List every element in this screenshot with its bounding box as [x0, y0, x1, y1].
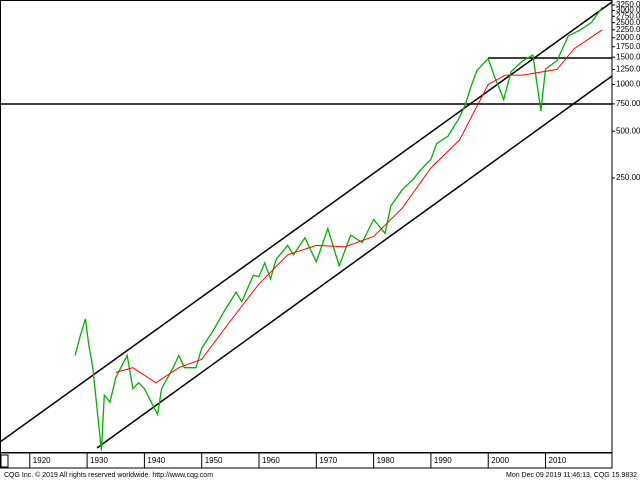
- y-tick-label: 1000.00: [616, 80, 640, 89]
- y-tick-label: 750.00: [616, 99, 640, 108]
- x-tick-label: 1950: [205, 456, 223, 465]
- y-tick-label: 2500.00: [616, 18, 640, 27]
- y-tick-label: 2000.00: [616, 33, 640, 42]
- footer-right: Mon Dec 09 2019 11:46:13, CQG 15.9832: [506, 472, 637, 479]
- x-tick-label: 1940: [147, 456, 165, 465]
- y-tick-label: 1500.00: [616, 52, 640, 61]
- y-tick-label: 500.00: [616, 126, 640, 135]
- x-tick-label: 1920: [33, 456, 51, 465]
- y-tick-label: 1250.00: [616, 65, 640, 74]
- x-tick-label: 1990: [434, 456, 452, 465]
- footer-left: CQG Inc. © 2019 All rights reserved worl…: [4, 471, 213, 479]
- x-tick-label: 1970: [319, 456, 337, 465]
- y-tick-label: 3250.00: [616, 0, 640, 9]
- x-tick-label: 1960: [262, 456, 280, 465]
- channel-lower: [96, 75, 613, 449]
- y-tick-label: 3000.00: [616, 6, 640, 15]
- y-tick-label: 2250.00: [616, 25, 640, 34]
- y-tick-label: 2750.00: [616, 11, 640, 20]
- y-tick-label: 250.00: [616, 173, 640, 182]
- x-tick-label: 1980: [377, 456, 395, 465]
- series-line: [74, 6, 603, 451]
- series-line: [115, 29, 603, 384]
- x-tick-label: 2010: [549, 456, 567, 465]
- y-tick-label: 1750.00: [616, 42, 640, 51]
- x-tick-label: 1930: [90, 456, 108, 465]
- x-tick-label: 2000: [491, 456, 509, 465]
- scroll-box: [0, 454, 9, 468]
